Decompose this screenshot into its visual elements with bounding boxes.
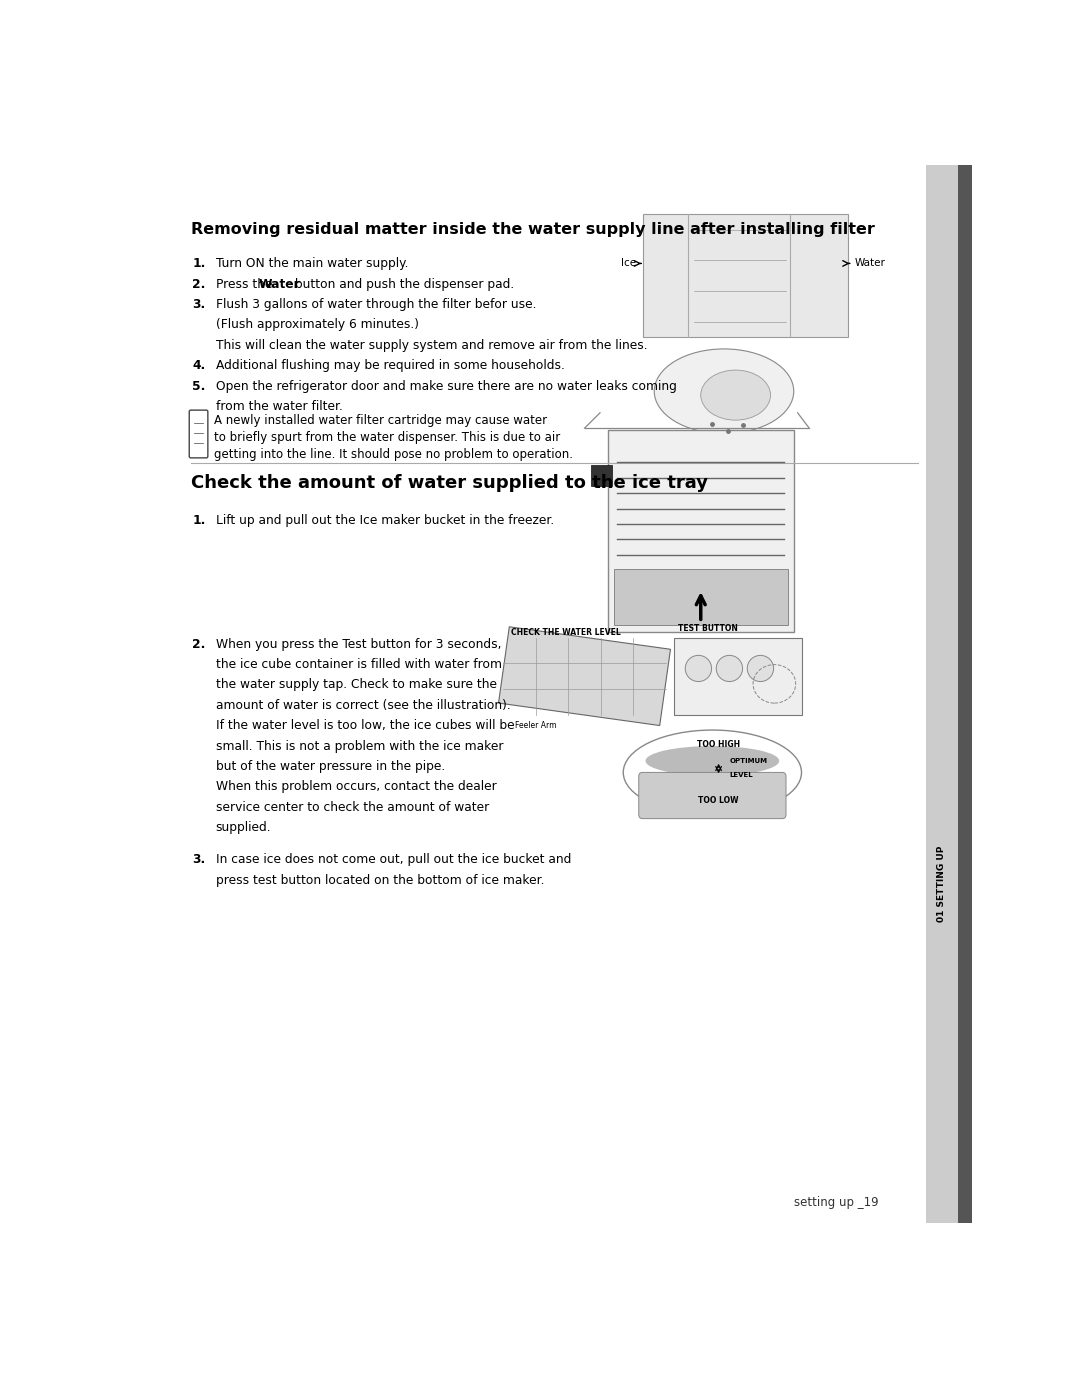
Text: Ice: Ice: [621, 258, 636, 268]
Text: 1.: 1.: [192, 257, 205, 271]
Bar: [647, 779, 779, 804]
Text: setting up _19: setting up _19: [795, 1195, 879, 1209]
Text: getting into the line. It should pose no problem to operation.: getting into the line. It should pose no…: [214, 448, 573, 460]
Text: small. This is not a problem with the ice maker: small. This is not a problem with the ic…: [216, 739, 503, 753]
Bar: [674, 638, 801, 714]
Text: from the water filter.: from the water filter.: [216, 400, 342, 414]
Ellipse shape: [701, 370, 770, 420]
Text: If the water level is too low, the ice cubes will be: If the water level is too low, the ice c…: [216, 719, 514, 732]
Circle shape: [716, 655, 743, 682]
Text: TOO LOW: TOO LOW: [699, 796, 739, 805]
Bar: [499, 627, 671, 725]
Text: the water supply tap. Check to make sure the: the water supply tap. Check to make sure…: [216, 679, 497, 691]
Text: A newly installed water filter cartridge may cause water: A newly installed water filter cartridge…: [214, 414, 548, 427]
Text: When this problem occurs, contact the dealer: When this problem occurs, contact the de…: [216, 780, 497, 794]
Text: (Flush approximately 6 minutes.): (Flush approximately 6 minutes.): [216, 319, 419, 331]
Text: This will clean the water supply system and remove air from the lines.: This will clean the water supply system …: [216, 339, 647, 352]
Text: press test button located on the bottom of ice maker.: press test button located on the bottom …: [216, 874, 544, 886]
Text: Open the refrigerator door and make sure there are no water leaks coming: Open the refrigerator door and make sure…: [216, 379, 676, 393]
Text: 4.: 4.: [192, 360, 205, 372]
Text: Check the amount of water supplied to the ice tray: Check the amount of water supplied to th…: [191, 474, 707, 492]
Text: In case ice does not come out, pull out the ice bucket and: In case ice does not come out, pull out …: [216, 853, 571, 866]
Text: service center to check the amount of water: service center to check the amount of wa…: [216, 801, 489, 813]
Text: OPTIMUM: OPTIMUM: [729, 758, 768, 764]
Ellipse shape: [654, 349, 794, 434]
Text: Feeler Arm: Feeler Arm: [515, 721, 556, 730]
Text: 2.: 2.: [192, 278, 205, 291]
Text: LEVEL: LEVEL: [729, 772, 753, 778]
Circle shape: [685, 655, 712, 682]
Bar: [958, 165, 972, 1223]
Bar: [926, 165, 972, 1223]
Bar: [613, 569, 787, 625]
Text: Flush 3 gallons of water through the filter befor use.: Flush 3 gallons of water through the fil…: [216, 298, 536, 311]
Bar: [608, 430, 794, 632]
FancyBboxPatch shape: [638, 772, 786, 819]
Text: When you press the Test button for 3 seconds,: When you press the Test button for 3 sec…: [216, 638, 501, 651]
Text: Press the: Press the: [216, 278, 276, 291]
Text: Water: Water: [854, 258, 886, 268]
FancyBboxPatch shape: [189, 409, 207, 458]
Text: 01 SETTING UP: 01 SETTING UP: [937, 846, 946, 922]
Ellipse shape: [646, 746, 779, 776]
Bar: [591, 464, 612, 486]
Text: Turn ON the main water supply.: Turn ON the main water supply.: [216, 257, 408, 271]
Ellipse shape: [623, 730, 801, 815]
Text: button and push the dispenser pad.: button and push the dispenser pad.: [291, 278, 514, 291]
Text: amount of water is correct (see the illustration).: amount of water is correct (see the illu…: [216, 699, 511, 712]
Text: Additional flushing may be required in some households.: Additional flushing may be required in s…: [216, 360, 565, 372]
Text: to briefly spurt from the water dispenser. This is due to air: to briefly spurt from the water dispense…: [214, 431, 561, 444]
Bar: [643, 214, 848, 338]
Text: TEST BUTTON: TEST BUTTON: [677, 624, 738, 633]
Text: Lift up and pull out the Ice maker bucket in the freezer.: Lift up and pull out the Ice maker bucke…: [216, 514, 554, 526]
Text: TOO HIGH: TOO HIGH: [697, 741, 740, 749]
Text: Water: Water: [258, 278, 300, 291]
Text: the ice cube container is filled with water from: the ice cube container is filled with wa…: [216, 658, 501, 671]
Text: 3.: 3.: [192, 853, 205, 866]
Text: 3.: 3.: [192, 298, 205, 311]
Text: 1.: 1.: [192, 514, 205, 526]
Text: but of the water pressure in the pipe.: but of the water pressure in the pipe.: [216, 760, 445, 774]
Text: CHECK THE WATER LEVEL: CHECK THE WATER LEVEL: [511, 628, 621, 636]
Text: Removing residual matter inside the water supply line after installing filter: Removing residual matter inside the wate…: [191, 221, 875, 236]
Text: 2.: 2.: [192, 638, 205, 651]
Text: 5.: 5.: [192, 379, 205, 393]
Text: supplied.: supplied.: [216, 822, 271, 834]
Circle shape: [747, 655, 773, 682]
